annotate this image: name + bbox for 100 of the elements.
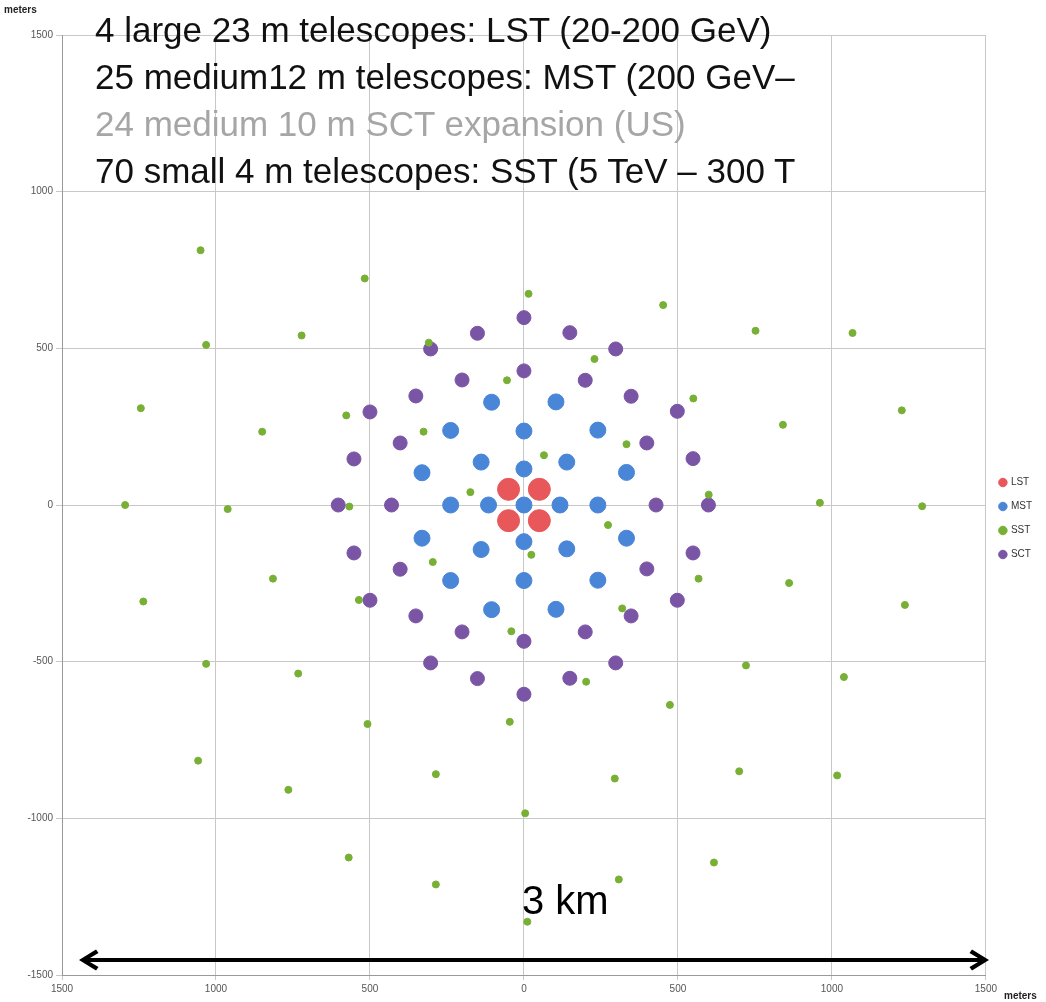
point <box>442 572 460 590</box>
point <box>483 393 501 411</box>
point <box>547 393 565 411</box>
point <box>497 509 521 533</box>
y-tick-label: -1000 <box>27 812 54 824</box>
point <box>523 917 532 926</box>
point <box>202 659 211 668</box>
point <box>497 477 521 501</box>
point <box>423 655 439 671</box>
point <box>604 521 613 530</box>
point <box>897 406 906 415</box>
point <box>469 325 485 341</box>
legend-label: SCT <box>1010 548 1031 560</box>
point <box>558 540 576 558</box>
point <box>515 422 533 440</box>
point <box>413 529 431 547</box>
point <box>342 411 351 420</box>
point <box>524 289 533 298</box>
point <box>618 529 635 547</box>
point <box>344 853 353 862</box>
point <box>466 488 475 497</box>
point <box>362 592 378 608</box>
point <box>610 774 619 783</box>
point <box>515 496 533 514</box>
point <box>589 421 607 439</box>
point <box>413 464 431 482</box>
point <box>582 677 591 686</box>
point <box>284 785 293 794</box>
point <box>480 496 498 514</box>
point <box>431 880 440 889</box>
point <box>547 600 565 618</box>
point <box>345 502 354 511</box>
point <box>700 497 716 513</box>
y-tick-label: 1000 <box>30 185 54 197</box>
point <box>515 460 533 478</box>
point <box>608 341 624 357</box>
annotation: 3 km <box>522 878 609 923</box>
legend-label: LST <box>1010 476 1030 488</box>
y-tick-label: 1500 <box>30 28 54 40</box>
point <box>515 572 533 590</box>
point <box>346 451 362 467</box>
point <box>669 592 685 608</box>
point <box>618 604 627 613</box>
point <box>202 340 211 349</box>
point <box>704 490 713 499</box>
annotation: 24 medium 10 m SCT expansion (US) <box>95 103 687 145</box>
point <box>431 770 440 779</box>
point <box>785 579 794 588</box>
point <box>419 427 428 436</box>
point <box>139 597 148 606</box>
point <box>778 420 787 429</box>
point <box>194 756 203 765</box>
point <box>472 540 490 558</box>
x-axis-title: meters <box>1004 990 1037 1001</box>
point <box>516 363 532 379</box>
point <box>685 451 701 467</box>
legend-label: MST <box>1010 500 1032 512</box>
point <box>384 497 400 513</box>
point <box>527 509 551 533</box>
point <box>815 498 824 507</box>
x-tick-label: 500 <box>361 982 379 994</box>
point <box>558 453 576 471</box>
point <box>848 328 857 337</box>
point <box>360 274 369 283</box>
y-axis-title: meters <box>4 4 37 15</box>
point <box>516 686 532 702</box>
x-tick-label: 1500 <box>974 982 998 994</box>
point <box>735 767 744 776</box>
point <box>362 404 378 420</box>
x-tick-label: 1500 <box>50 982 74 994</box>
point <box>507 627 516 636</box>
point <box>223 505 232 514</box>
point <box>900 600 909 609</box>
y-tick-label: 0 <box>47 498 54 510</box>
point <box>669 403 685 419</box>
y-tick-label: 500 <box>36 342 54 354</box>
point <box>516 310 532 326</box>
point <box>472 453 490 471</box>
point <box>469 671 485 687</box>
point <box>577 372 593 388</box>
point <box>614 875 623 884</box>
y-tick-label: -1500 <box>27 968 54 980</box>
point <box>408 608 424 624</box>
annotation: 25 medium12 m telescopes: MST (200 GeV– <box>95 56 796 98</box>
point <box>454 372 470 388</box>
point <box>589 571 607 589</box>
y-tick-label: -500 <box>32 655 54 667</box>
point <box>392 561 408 577</box>
point <box>689 394 698 403</box>
point <box>268 574 277 583</box>
point <box>196 246 205 255</box>
point <box>363 720 372 729</box>
point <box>659 301 668 310</box>
point <box>442 421 460 439</box>
point <box>505 717 514 726</box>
point <box>521 809 530 818</box>
annotation: 4 large 23 m telescopes: LST (20-200 GeV) <box>95 9 773 51</box>
point <box>527 477 551 501</box>
point <box>622 440 631 449</box>
point <box>685 545 701 561</box>
